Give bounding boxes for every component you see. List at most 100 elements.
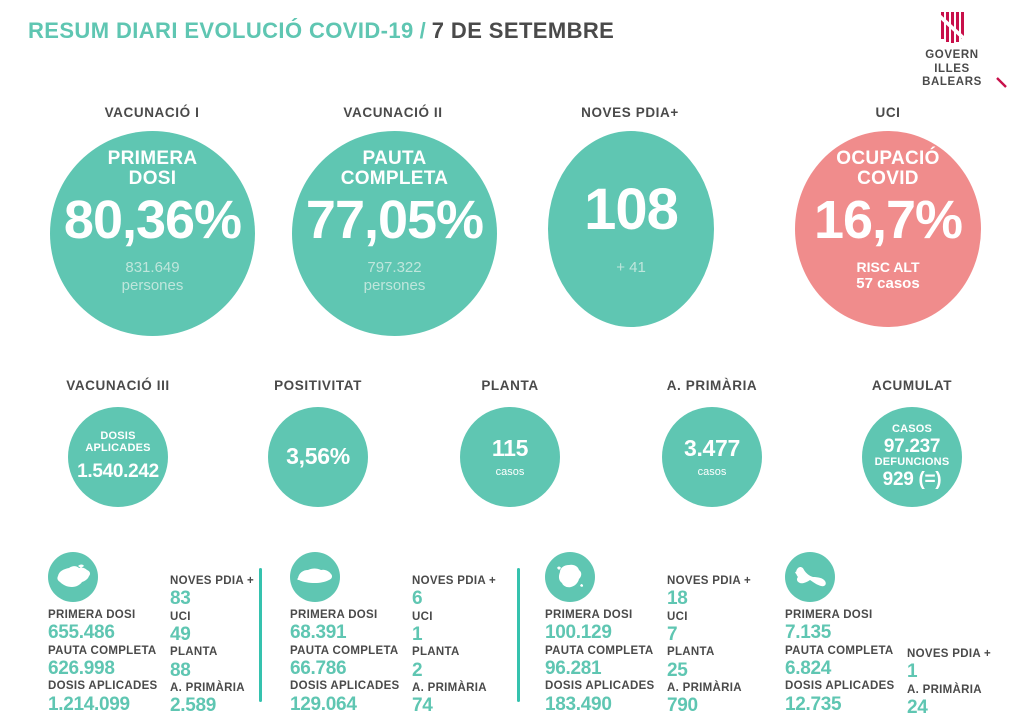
metric-value-defuncions: 929 (=) xyxy=(882,468,942,490)
logo-line-2: ILLES xyxy=(934,62,970,75)
metric-circle-vacunacio-i: PRIMERA DOSI 80,36% 831.649 persones xyxy=(50,131,255,336)
metric-circle-planta: 115 casos xyxy=(460,407,560,507)
island-block-eivissa: PRIMERA DOSI 100.129 PAUTA COMPLETA 96.2… xyxy=(545,552,751,716)
stat-label: UCI xyxy=(170,610,191,623)
metric-circle-positivitat: 3,56% xyxy=(268,407,368,507)
metric-sub-line-1: OCUPACIÓ xyxy=(836,148,940,169)
metric-label-2: APLICADES xyxy=(85,442,151,455)
island-divider-1 xyxy=(259,568,262,702)
stat-value: 183.490 xyxy=(545,693,612,715)
metric-value: 115 xyxy=(491,435,529,462)
metric-value: 80,36% xyxy=(63,190,242,251)
stat-label: PAUTA COMPLETA xyxy=(48,644,157,657)
metric-circle-a-primaria: 3.477 casos xyxy=(662,407,762,507)
stat-label: PRIMERA DOSI xyxy=(545,609,633,621)
page-header: RESUM DIARI EVOLUCIÓ COVID-19 / 7 DE SET… xyxy=(28,18,614,44)
metric-value: 3.477 xyxy=(683,435,741,462)
stat-value: 12.735 xyxy=(785,693,842,715)
metric-label-1: DOSIS xyxy=(100,430,136,443)
caption-vacunacio-iii: VACUNACIÓ III xyxy=(66,378,170,393)
eivissa-left-stats: PRIMERA DOSI 100.129 PAUTA COMPLETA 96.2… xyxy=(545,608,655,715)
stat-value: 1.214.099 xyxy=(48,693,130,715)
caption-planta: PLANTA xyxy=(481,378,539,393)
stat-value: 129.064 xyxy=(290,693,357,715)
stat-value: 2 xyxy=(412,659,423,681)
stat-label: PAUTA COMPLETA xyxy=(545,644,654,657)
metric-value: 3,56% xyxy=(286,443,350,470)
metric-circle-noves-pdia: 108 + 41 xyxy=(548,131,714,327)
metric-circle-uci: OCUPACIÓ COVID 16,7% RISC ALT 57 casos xyxy=(795,131,981,327)
stat-label: PRIMERA DOSI xyxy=(785,609,873,621)
stat-value: 18 xyxy=(667,588,688,610)
stat-label: NOVES PDIA + xyxy=(412,575,497,587)
stat-label: A. PRIMÀRIA xyxy=(667,681,742,694)
stat-label: PLANTA xyxy=(412,646,460,659)
mallorca-right-stats: NOVES PDIA + 83 UCI 49 PLANTA 88 A. PRIM… xyxy=(170,574,254,717)
stat-value: 6 xyxy=(412,588,423,610)
stat-label: A. PRIMÀRIA xyxy=(170,681,245,694)
report-date: 7 DE SETEMBRE xyxy=(431,18,615,43)
stat-value: 1 xyxy=(907,661,918,683)
stat-value: 25 xyxy=(667,659,688,681)
formentera-shape-icon xyxy=(795,566,826,587)
stat-value: 100.129 xyxy=(545,622,612,644)
logo-line-3: BALEARS xyxy=(922,76,982,89)
govern-illes-balears-logo: GOVERN ILLES BALEARS xyxy=(898,10,1007,90)
logo-line-1: GOVERN xyxy=(925,49,979,61)
caption-a-primaria: A. PRIMÀRIA xyxy=(666,378,758,393)
stat-value: 7.135 xyxy=(785,622,832,644)
formentera-island-icon xyxy=(785,552,835,602)
caption-uci: UCI xyxy=(875,105,901,120)
mallorca-shape-icon xyxy=(57,564,91,587)
metric-sub-line-1: PRIMERA xyxy=(107,148,198,169)
stat-label: PRIMERA DOSI xyxy=(290,609,378,621)
page-title: RESUM DIARI EVOLUCIÓ COVID-19 xyxy=(28,18,414,43)
metric-sub-line-1: PAUTA xyxy=(362,148,427,169)
stat-label: NOVES PDIA + xyxy=(907,648,992,660)
metric-sub-line-2: DOSI xyxy=(128,168,177,190)
eivissa-shape-icon xyxy=(557,564,584,588)
island-block-mallorca: PRIMERA DOSI 655.486 PAUTA COMPLETA 626.… xyxy=(48,552,254,716)
logo-wordmark: GOVERN ILLES BALEARS xyxy=(898,49,1007,90)
eivissa-right-stats: NOVES PDIA + 18 UCI 7 PLANTA 25 A. PRIMÀ… xyxy=(667,574,751,717)
metric-foot-line-1: RISC ALT xyxy=(856,259,920,276)
formentera-left-stats: PRIMERA DOSI 7.135 PAUTA COMPLETA 6.824 … xyxy=(785,608,895,715)
metric-circle-acumulat: CASOS 97.237 DEFUNCIONS 929 (=) xyxy=(862,407,962,507)
caption-positivitat: POSITIVITAT xyxy=(274,378,362,393)
stat-value: 790 xyxy=(667,695,698,717)
stat-label: UCI xyxy=(412,610,433,623)
caption-acumulat: ACUMULAT xyxy=(871,378,953,393)
metric-unit: casos xyxy=(495,465,525,478)
metric-label-defuncions: DEFUNCIONS xyxy=(874,456,950,468)
mallorca-left-stats: PRIMERA DOSI 655.486 PAUTA COMPLETA 626.… xyxy=(48,608,158,715)
stat-label: NOVES PDIA + xyxy=(667,575,752,587)
title-separator: / xyxy=(419,18,426,43)
stat-label: DOSIS APLICADES xyxy=(290,680,400,693)
stat-label: DOSIS APLICADES xyxy=(785,680,895,693)
metric-foot-line-1: 797.322 xyxy=(367,259,422,277)
stat-value: 68.391 xyxy=(290,622,347,644)
menorca-island-icon xyxy=(290,552,340,602)
stat-label: PLANTA xyxy=(667,646,715,659)
caption-noves-pdia: NOVES PDIA+ xyxy=(581,105,679,120)
shield-icon xyxy=(938,11,966,45)
stat-label: NOVES PDIA + xyxy=(170,575,255,587)
metric-foot-line-1: + 41 xyxy=(616,259,646,277)
stat-value: 49 xyxy=(170,624,191,646)
stat-label: PLANTA xyxy=(170,646,218,659)
metric-sub-line-2: COMPLETA xyxy=(340,168,449,190)
stat-value: 83 xyxy=(170,588,191,610)
stat-value: 6.824 xyxy=(785,658,832,680)
metric-foot-line-2: persones xyxy=(121,276,184,294)
stat-label: PAUTA COMPLETA xyxy=(290,644,399,657)
metric-circle-vacunacio-iii: DOSIS APLICADES 1.540.242 xyxy=(68,407,168,507)
menorca-shape-icon xyxy=(297,568,333,583)
metric-foot-line-2: 57 casos xyxy=(856,275,920,293)
logo-slash-icon xyxy=(996,76,1007,88)
metric-unit: casos xyxy=(697,465,727,478)
formentera-right-stats: NOVES PDIA + 1 A. PRIMÀRIA 24 xyxy=(907,647,991,718)
metric-value: 108 xyxy=(584,177,679,243)
metric-value-casos: 97.237 xyxy=(883,435,941,457)
island-divider-2 xyxy=(517,568,520,702)
